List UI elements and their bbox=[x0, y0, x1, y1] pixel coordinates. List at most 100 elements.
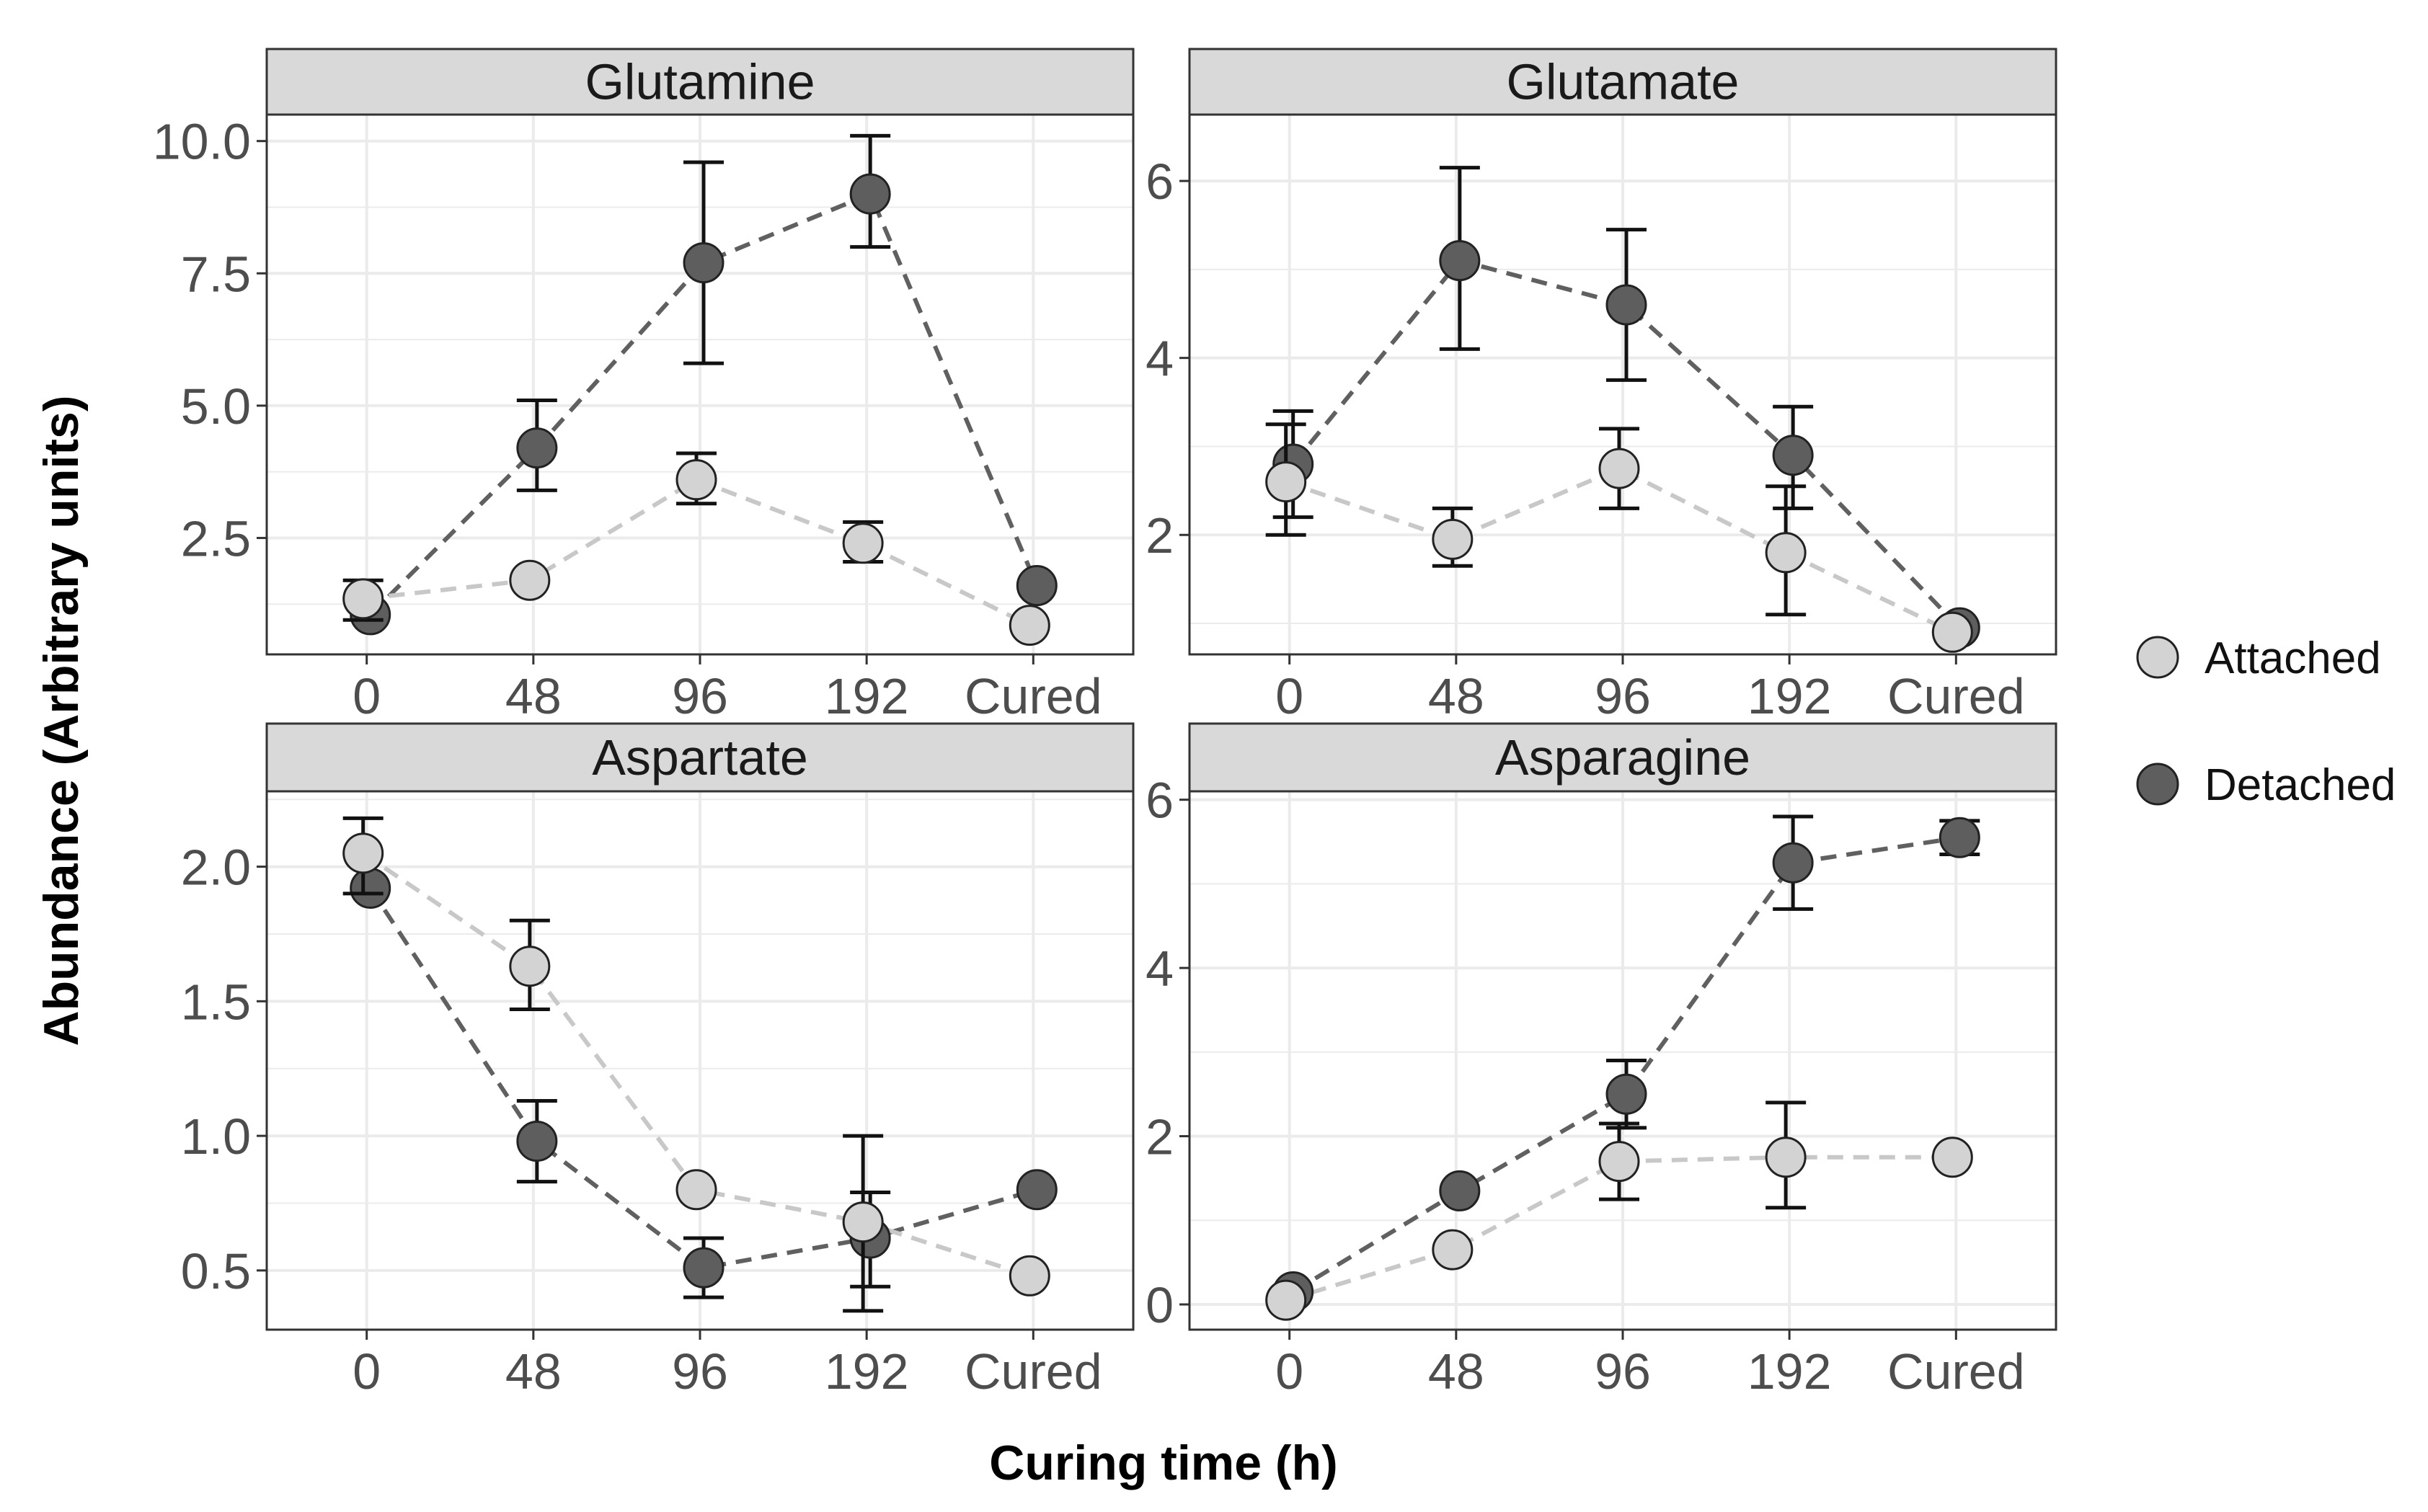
data-point-detached bbox=[1439, 1170, 1481, 1211]
data-point-attached bbox=[1765, 1137, 1807, 1178]
x-tick-label: Cured bbox=[965, 668, 1102, 724]
series-line-detached bbox=[1291, 258, 1962, 630]
y-axis-label: Abundance (Arbitrary units) bbox=[34, 396, 89, 1046]
y-tick-label: 2.5 bbox=[181, 510, 251, 566]
legend-item-attached: Attached bbox=[2136, 633, 2381, 683]
x-tick-label: 48 bbox=[1428, 1343, 1484, 1400]
data-point-attached bbox=[1931, 611, 1973, 653]
y-tick-label: 2 bbox=[1146, 507, 1174, 564]
legend-item-detached: Detached bbox=[2136, 760, 2396, 810]
series-line-attached bbox=[362, 851, 1031, 1278]
series-line-attached bbox=[363, 477, 1031, 628]
series-line-detached bbox=[368, 886, 1038, 1271]
data-point-detached bbox=[1016, 1169, 1058, 1211]
data-point-attached bbox=[1009, 1255, 1050, 1297]
data-point-detached bbox=[516, 427, 558, 469]
data-point-detached bbox=[1772, 435, 1814, 476]
x-tick-label: 48 bbox=[505, 1343, 562, 1400]
legend-symbol bbox=[2136, 762, 2179, 806]
legend-label: Detached bbox=[2205, 760, 2396, 810]
legend-symbol bbox=[2136, 636, 2179, 679]
series-line-attached bbox=[1285, 466, 1954, 635]
data-point-attached bbox=[1931, 1137, 1973, 1178]
x-axis-label: Curing time (h) bbox=[989, 1436, 1338, 1490]
x-tick-label: 192 bbox=[825, 668, 909, 724]
data-point-attached bbox=[675, 1169, 717, 1211]
x-tick-label: 0 bbox=[1275, 1343, 1303, 1400]
x-tick-label: 96 bbox=[1595, 668, 1651, 724]
y-tick-label: 10.0 bbox=[153, 114, 251, 170]
facet-title: Glutamate bbox=[1507, 54, 1740, 110]
x-tick-label: 0 bbox=[353, 668, 381, 724]
y-tick-label: 2 bbox=[1146, 1109, 1174, 1165]
legend-label: Attached bbox=[2205, 633, 2381, 683]
facet-title: Aspartate bbox=[592, 729, 808, 786]
data-point-attached bbox=[675, 459, 717, 501]
series-line-detached bbox=[1292, 835, 1960, 1294]
data-point-detached bbox=[1016, 565, 1058, 607]
data-point-attached bbox=[1009, 605, 1050, 646]
data-point-detached bbox=[1772, 842, 1814, 884]
y-tick-label: 4 bbox=[1146, 940, 1174, 997]
x-tick-label: 48 bbox=[1428, 668, 1484, 724]
panel-glutamate: Glutamate 2 4 6 0 48 96 192 Cured bbox=[1146, 48, 2057, 724]
data-point-attached bbox=[1765, 532, 1807, 574]
y-tick-label: 0.5 bbox=[181, 1243, 251, 1299]
data-point-attached bbox=[842, 1201, 884, 1243]
x-tick-label: 0 bbox=[1275, 668, 1303, 724]
facet-strip bbox=[1188, 48, 2057, 116]
facet-title: Glutamine bbox=[585, 54, 815, 110]
gridlines bbox=[1189, 115, 2056, 654]
data-point-detached bbox=[1605, 1073, 1647, 1115]
panel-asparagine: Asparagine 0 2 4 6 0 48 96 192 Cured bbox=[1146, 722, 2057, 1400]
data-point-detached bbox=[683, 1247, 725, 1289]
x-tick-label: 96 bbox=[672, 1343, 728, 1400]
facet-strip bbox=[265, 48, 1135, 116]
x-tick-label: Cured bbox=[1887, 1343, 2025, 1400]
data-point-detached bbox=[1605, 284, 1647, 326]
data-point-attached bbox=[509, 559, 551, 601]
data-point-attached bbox=[1432, 518, 1474, 560]
facet-title: Asparagine bbox=[1495, 729, 1750, 786]
data-point-attached bbox=[1598, 1141, 1640, 1183]
data-point-detached bbox=[849, 173, 891, 215]
data-point-detached bbox=[350, 867, 391, 909]
gridlines bbox=[267, 115, 1133, 654]
x-tick-label: Cured bbox=[965, 1343, 1102, 1400]
x-tick-label: 96 bbox=[672, 668, 728, 724]
facet-strip bbox=[265, 722, 1135, 793]
y-tick-label: 5.0 bbox=[181, 378, 251, 435]
data-point-attached bbox=[342, 578, 384, 620]
y-tick-label: 1.0 bbox=[181, 1108, 251, 1165]
y-tick-label: 0 bbox=[1146, 1277, 1174, 1333]
x-tick-label: 0 bbox=[353, 1343, 381, 1400]
y-tick-label: 6 bbox=[1146, 154, 1174, 210]
panel-glutamine: Glutamine 2.5 5.0 7.5 10.0 0 48 96 192 Cured bbox=[153, 48, 1135, 724]
series-line-detached bbox=[368, 191, 1040, 617]
data-point-detached bbox=[683, 242, 725, 284]
legend: Attached Detached bbox=[2136, 633, 2396, 810]
x-tick-label: 192 bbox=[1747, 1343, 1832, 1400]
data-point-attached bbox=[1265, 1279, 1307, 1321]
y-tick-label: 1.5 bbox=[181, 974, 251, 1030]
y-tick-label: 6 bbox=[1146, 773, 1174, 829]
data-point-attached bbox=[509, 946, 551, 987]
x-tick-label: 192 bbox=[1747, 668, 1832, 724]
x-tick-label: Cured bbox=[1887, 668, 2025, 724]
data-point-attached bbox=[842, 522, 884, 564]
data-point-attached bbox=[1265, 461, 1307, 503]
data-point-detached bbox=[1939, 817, 1980, 858]
series-line-attached bbox=[1285, 1155, 1953, 1303]
data-point-attached bbox=[1598, 448, 1640, 489]
data-point-attached bbox=[342, 832, 384, 874]
x-tick-label: 192 bbox=[825, 1343, 909, 1400]
y-tick-label: 2.0 bbox=[181, 840, 251, 896]
y-tick-label: 4 bbox=[1146, 331, 1174, 387]
y-tick-label: 7.5 bbox=[181, 246, 251, 302]
panel-aspartate: Aspartate 0.5 1.0 1.5 2.0 0 48 96 192 Cured bbox=[181, 722, 1135, 1400]
data-point-attached bbox=[1432, 1229, 1474, 1271]
x-tick-label: 48 bbox=[505, 668, 562, 724]
x-tick-label: 96 bbox=[1595, 1343, 1651, 1400]
